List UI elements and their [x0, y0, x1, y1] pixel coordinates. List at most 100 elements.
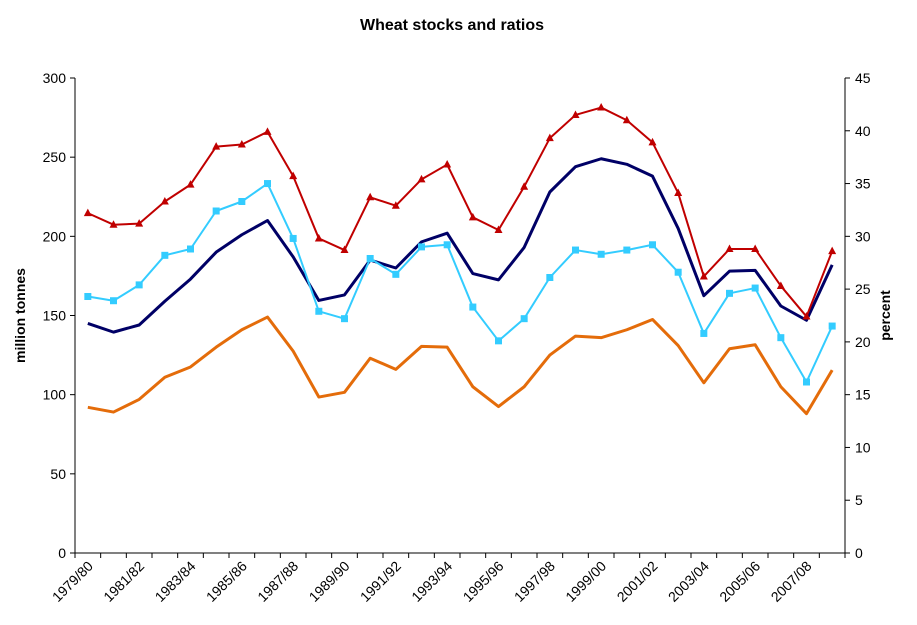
triangle-marker — [545, 133, 554, 142]
square-marker — [212, 207, 220, 215]
x-tick-label: 1983/84 — [152, 558, 199, 605]
left-tick-label: 200 — [43, 228, 67, 244]
square-marker — [110, 297, 117, 305]
right-tick-label: 15 — [855, 387, 871, 403]
square-marker — [135, 281, 143, 289]
x-tick-label: 2001/02 — [614, 558, 661, 605]
square-marker — [700, 329, 708, 337]
triangle-marker — [366, 192, 375, 201]
right-tick-label: 10 — [855, 439, 871, 455]
x-tick-label: 1979/80 — [49, 558, 96, 605]
left-tick-label: 100 — [43, 387, 67, 403]
square-marker — [341, 315, 348, 323]
triangle-marker — [417, 174, 426, 183]
square-marker — [392, 270, 400, 278]
triangle-marker — [751, 244, 760, 252]
triangle-marker — [443, 160, 452, 168]
x-tick-label: 2007/08 — [768, 558, 815, 605]
series-3 — [83, 103, 837, 320]
right-tick-label: 40 — [855, 123, 871, 139]
right-tick-label: 30 — [855, 228, 871, 244]
triangle-marker — [314, 233, 323, 242]
triangle-marker — [802, 312, 811, 320]
triangle-marker — [186, 180, 195, 188]
triangle-marker — [160, 197, 169, 205]
right-tick-label: 25 — [855, 281, 871, 297]
square-marker — [546, 274, 554, 281]
square-marker — [597, 250, 605, 258]
triangle-marker — [340, 245, 349, 254]
triangle-marker — [237, 140, 246, 148]
triangle-marker — [648, 137, 657, 146]
left-axis-title: million tonnes — [12, 268, 28, 363]
square-marker — [803, 378, 810, 386]
x-tick-label: 1991/92 — [357, 558, 404, 605]
triangle-marker — [468, 212, 477, 221]
triangle-marker — [674, 188, 683, 197]
x-tick-label: 1993/94 — [408, 558, 455, 605]
square-marker — [726, 289, 733, 297]
triangle-marker — [263, 127, 272, 135]
right-tick-label: 5 — [855, 492, 863, 508]
series-2 — [87, 315, 834, 416]
triangle-marker — [135, 219, 144, 227]
x-tick-label: 2005/06 — [716, 558, 763, 605]
triangle-marker — [699, 271, 708, 280]
left-tick-label: 50 — [50, 466, 66, 482]
square-marker — [469, 303, 477, 311]
square-marker — [649, 241, 656, 249]
square-marker — [777, 334, 785, 342]
series-4 — [84, 180, 836, 386]
x-tick-label: 1985/86 — [203, 558, 250, 605]
triangle-marker — [622, 115, 631, 124]
triangle-marker — [494, 225, 503, 233]
square-marker — [623, 246, 631, 254]
left-tick-label: 250 — [43, 149, 67, 165]
square-marker — [828, 322, 836, 330]
series-line — [87, 157, 834, 334]
triangle-marker — [597, 103, 606, 111]
triangle-marker — [520, 182, 529, 190]
series-1 — [87, 157, 834, 334]
triangle-marker — [391, 201, 400, 209]
left-tick-label: 300 — [43, 70, 67, 86]
left-tick-label: 150 — [43, 308, 67, 324]
x-tick-label: 1997/98 — [511, 558, 558, 605]
x-tick-label: 2003/04 — [665, 558, 712, 605]
x-tick-label: 1995/96 — [460, 558, 507, 605]
left-tick-label: 0 — [58, 545, 66, 561]
x-tick-label: 1989/90 — [306, 558, 353, 605]
triangle-marker — [83, 208, 92, 217]
square-marker — [520, 315, 528, 323]
x-axis-ticks: 1979/80 1981/82 1983/84 1985/86 1987/88 1989/… — [49, 553, 846, 605]
square-marker — [238, 198, 246, 205]
x-tick-label: 1987/88 — [254, 558, 301, 605]
right-tick-label: 45 — [855, 70, 871, 86]
triangle-marker — [828, 246, 837, 255]
axes-layer — [74, 78, 846, 554]
square-marker — [443, 241, 451, 249]
series-layer — [83, 103, 837, 416]
triangle-marker — [776, 281, 785, 289]
square-marker — [572, 246, 579, 254]
right-tick-label: 20 — [855, 334, 871, 350]
square-marker — [315, 307, 323, 315]
triangle-marker — [212, 142, 221, 150]
right-axis-ticks: 0 5 10 15 20 25 30 35 40 45 — [845, 70, 871, 561]
square-marker — [187, 245, 194, 253]
square-marker — [495, 337, 502, 345]
square-marker — [161, 251, 169, 259]
triangle-marker — [109, 220, 118, 228]
square-marker — [674, 268, 682, 276]
triangle-marker — [571, 110, 580, 118]
series-line — [87, 106, 834, 318]
triangle-marker — [289, 171, 298, 180]
right-axis-title: percent — [877, 290, 893, 341]
square-marker — [366, 255, 374, 262]
x-tick-label: 1999/00 — [562, 558, 609, 605]
left-axis-ticks: 0 50 100 150 200 250 300 — [43, 70, 75, 561]
square-marker — [289, 234, 297, 242]
square-marker — [751, 284, 759, 292]
